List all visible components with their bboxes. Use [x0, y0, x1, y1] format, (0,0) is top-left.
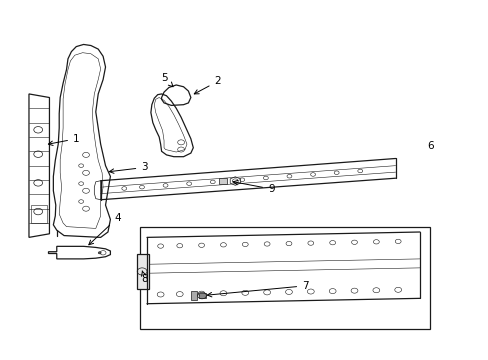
Bar — [218, 178, 227, 184]
Text: 6: 6 — [427, 141, 433, 151]
Text: 7: 7 — [207, 281, 308, 297]
Bar — [191, 291, 197, 300]
Text: 3: 3 — [109, 162, 147, 173]
Text: 8: 8 — [141, 271, 147, 284]
Bar — [31, 205, 47, 223]
Text: 2: 2 — [194, 76, 221, 94]
Text: 9: 9 — [233, 180, 274, 194]
Text: 4: 4 — [89, 213, 121, 245]
Bar — [137, 253, 149, 289]
Circle shape — [98, 252, 101, 254]
Bar — [140, 226, 429, 329]
Text: 5: 5 — [161, 73, 173, 87]
Bar — [198, 293, 205, 298]
Text: 1: 1 — [48, 134, 80, 145]
